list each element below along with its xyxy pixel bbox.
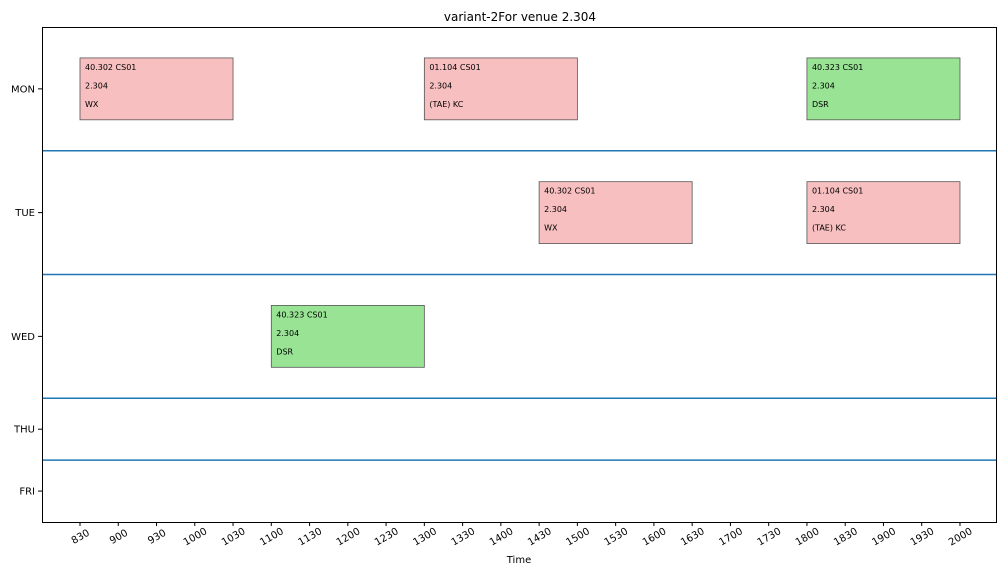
- event-box: [423, 57, 578, 121]
- chart-title: variant-2For venue 2.304: [444, 10, 596, 24]
- x-tick-label: 1430: [526, 526, 554, 548]
- event-block: 40.302 CS01 2.304 WX: [538, 181, 693, 244]
- event-box: [270, 305, 425, 368]
- event-course: 40.302 CS01: [85, 63, 136, 72]
- x-tick-label: 1200: [335, 526, 363, 548]
- x-tick-label: 1300: [411, 526, 439, 548]
- y-tick-label-tue: TUE: [14, 208, 35, 219]
- x-tick-label: 1030: [220, 526, 248, 548]
- x-axis-ticks: 830 900 930 1000 1030 1100 1130 1200 1230 1300 133…: [70, 522, 975, 548]
- event-venue: 2.304: [544, 205, 567, 214]
- event-venue: 2.304: [85, 81, 108, 90]
- x-axis-label: Time: [506, 555, 531, 566]
- event-instructor: (TAE) KC: [812, 224, 846, 233]
- event-instructor: DSR: [812, 100, 829, 109]
- event-course: 40.302 CS01: [544, 187, 595, 196]
- event-block: 40.323 CS01 2.304 DSR: [806, 57, 961, 121]
- x-tick-label: 1330: [450, 526, 478, 548]
- event-block: 01.104 CS01 2.304 (TAE) KC: [806, 181, 961, 244]
- y-tick-label-mon: MON: [11, 84, 35, 95]
- event-block: 40.302 CS01 2.304 WX: [79, 57, 234, 121]
- event-box: [79, 57, 234, 121]
- y-axis-ticks: MON TUE WED THU FRI: [11, 84, 42, 498]
- x-tick-label: 2000: [947, 526, 975, 548]
- event-block: 01.104 CS01 2.304 (TAE) KC: [423, 57, 578, 121]
- x-tick-label: 1000: [182, 526, 210, 548]
- x-tick-label: 1500: [564, 526, 592, 548]
- event-venue: 2.304: [429, 81, 452, 90]
- x-tick-label: 1800: [794, 526, 822, 548]
- event-instructor: WX: [544, 224, 558, 233]
- x-tick-label: 1400: [488, 526, 516, 548]
- x-tick-label: 830: [70, 528, 92, 547]
- x-tick-label: 1100: [258, 526, 286, 548]
- event-box: [538, 181, 693, 244]
- event-block: 40.323 CS01 2.304 DSR: [270, 305, 425, 368]
- event-instructor: WX: [85, 100, 99, 109]
- event-box: [806, 181, 961, 244]
- event-instructor: (TAE) KC: [429, 100, 463, 109]
- x-tick-label: 1930: [909, 526, 937, 548]
- y-tick-label-wed: WED: [11, 332, 35, 343]
- day-bands: [42, 150, 996, 461]
- y-tick-label-fri: FRI: [19, 487, 35, 498]
- plot-frame: [42, 27, 997, 523]
- event-course: 01.104 CS01: [429, 63, 480, 72]
- event-course: 01.104 CS01: [812, 187, 863, 196]
- x-tick-label: 1530: [603, 526, 631, 548]
- x-tick-label: 1600: [641, 526, 669, 548]
- x-tick-label: 1900: [870, 526, 898, 548]
- x-tick-label: 1730: [756, 526, 784, 548]
- event-venue: 2.304: [276, 329, 299, 338]
- x-tick-label: 1630: [679, 526, 707, 548]
- x-tick-label: 1830: [832, 526, 860, 548]
- event-instructor: DSR: [276, 347, 293, 356]
- event-venue: 2.304: [812, 81, 835, 90]
- event-venue: 2.304: [812, 205, 835, 214]
- x-tick-label: 1700: [717, 526, 745, 548]
- events-layer: 40.302 CS01 2.304 WX 01.104 CS01 2.304 (TAE) …: [79, 57, 961, 368]
- event-course: 40.323 CS01: [276, 310, 327, 319]
- event-box: [806, 57, 961, 121]
- x-tick-label: 1230: [373, 526, 401, 548]
- event-course: 40.323 CS01: [812, 63, 863, 72]
- x-tick-label: 1130: [297, 526, 325, 548]
- x-tick-label: 930: [146, 528, 168, 547]
- x-tick-label: 900: [108, 528, 130, 547]
- y-tick-label-thu: THU: [13, 425, 35, 436]
